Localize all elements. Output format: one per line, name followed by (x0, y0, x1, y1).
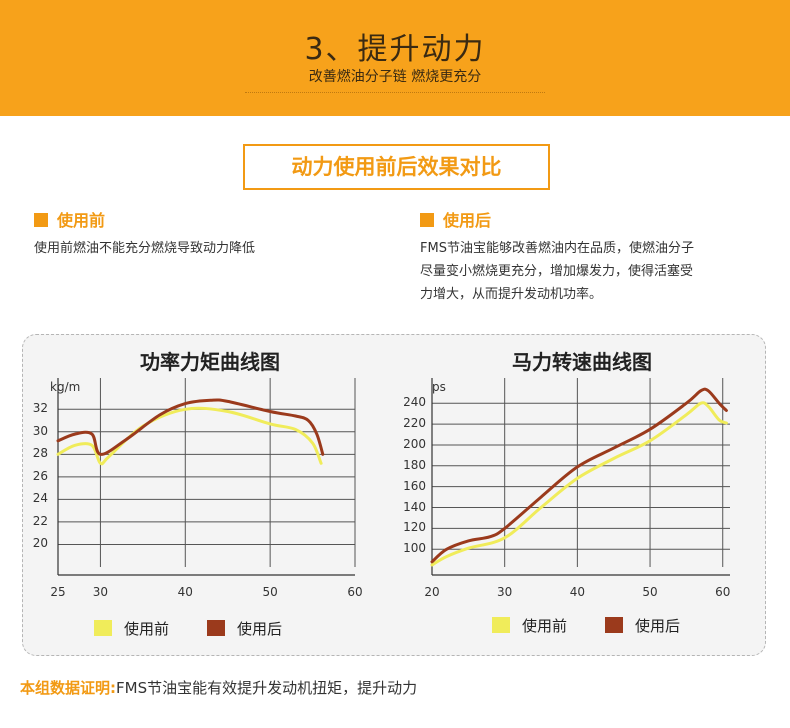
after-heading: 使用后 (420, 207, 491, 231)
torque-x-tick-label: 25 (50, 585, 66, 599)
horsepower-y-tick-label: 220 (403, 416, 426, 431)
horsepower-x-tick-label: 20 (424, 585, 440, 599)
after-description-line: 力增大，从而提升发动机功率。 (420, 287, 603, 302)
legend-label: 使用后 (635, 617, 681, 635)
section-subtitle: 改善燃油分子链 燃烧更充分 (308, 69, 482, 85)
torque-series-before-line (56, 406, 323, 466)
legend-swatch (492, 617, 510, 633)
horsepower-y-tick-label: 100 (403, 541, 426, 556)
torque-y-tick-label: 28 (32, 446, 48, 461)
horsepower-legend-before: 使用前 (492, 615, 567, 636)
horsepower-y-tick-label: 240 (403, 395, 426, 410)
horsepower-y-tick-label: 180 (403, 457, 426, 472)
torque-legend-before: 使用前 (94, 618, 169, 639)
torque-y-tick-label: 26 (32, 468, 48, 483)
footer-text: FMS节油宝能有效提升发动机扭矩，提升动力 (116, 679, 418, 697)
torque-chart-title: 功率力矩曲线图 (140, 350, 280, 374)
legend-swatch (94, 620, 112, 636)
horsepower-y-tick-label: 200 (403, 436, 426, 451)
decorative-divider (245, 92, 545, 93)
header-banner: 3、提升动力 改善燃油分子链 燃烧更充分 (0, 0, 790, 116)
torque-y-tick-label: 30 (32, 423, 48, 438)
horsepower-chart-title: 马力转速曲线图 (512, 350, 652, 374)
before-heading: 使用前 (34, 207, 105, 231)
horsepower-x-tick-label: 60 (715, 585, 731, 599)
legend-label: 使用后 (237, 620, 283, 638)
charts-panel (22, 334, 766, 656)
legend-label: 使用前 (522, 617, 568, 635)
square-bullet-icon (34, 213, 48, 227)
torque-y-tick-label: 32 (32, 401, 48, 416)
torque-x-tick-label: 40 (177, 585, 193, 599)
after-description-line: FMS节油宝能够改善燃油内在品质，使燃油分子 (420, 241, 694, 256)
after-heading-label: 使用后 (443, 211, 492, 230)
after-description-line: 尽量变小燃烧更充分，增加爆发力，使得活塞受 (420, 264, 694, 279)
horsepower-y-unit: ps (432, 380, 446, 394)
horsepower-y-tick-label: 160 (403, 478, 426, 493)
section-title: 3、提升动力 (304, 32, 486, 67)
horsepower-legend-after: 使用后 (605, 615, 680, 636)
torque-x-tick-label: 60 (347, 585, 363, 599)
comparison-heading: 动力使用前后效果对比 (243, 144, 550, 190)
before-description: 使用前燃油不能充分燃烧导致动力降低 (34, 241, 256, 256)
after-description: FMS节油宝能够改善燃油内在品质，使燃油分子 尽量变小燃烧更充分，增加爆发力，使… (420, 237, 694, 306)
horsepower-y-tick-label: 140 (403, 499, 426, 514)
legend-label: 使用前 (124, 620, 170, 638)
horsepower-x-tick-label: 40 (569, 585, 585, 599)
torque-y-tick-label: 22 (32, 513, 48, 528)
footer-label: 本组数据证明: (20, 679, 116, 697)
legend-swatch (605, 617, 623, 633)
torque-x-tick-label: 50 (262, 585, 278, 599)
horsepower-series-after-line (430, 387, 728, 564)
torque-x-tick-label: 30 (92, 585, 109, 599)
torque-series-after-line (56, 398, 325, 456)
horsepower-series-before-line (430, 401, 728, 567)
torque-y-tick-label: 20 (32, 536, 48, 551)
torque-legend-after: 使用后 (207, 618, 282, 639)
footer-note: 本组数据证明:FMS节油宝能有效提升发动机扭矩，提升动力 (20, 677, 417, 698)
legend-swatch (207, 620, 225, 636)
horsepower-x-tick-label: 50 (642, 585, 658, 599)
square-bullet-icon (420, 213, 434, 227)
horsepower-x-tick-label: 30 (497, 585, 513, 599)
horsepower-y-tick-label: 120 (403, 520, 426, 535)
torque-y-tick-label: 24 (32, 491, 48, 506)
before-heading-label: 使用前 (57, 211, 106, 230)
